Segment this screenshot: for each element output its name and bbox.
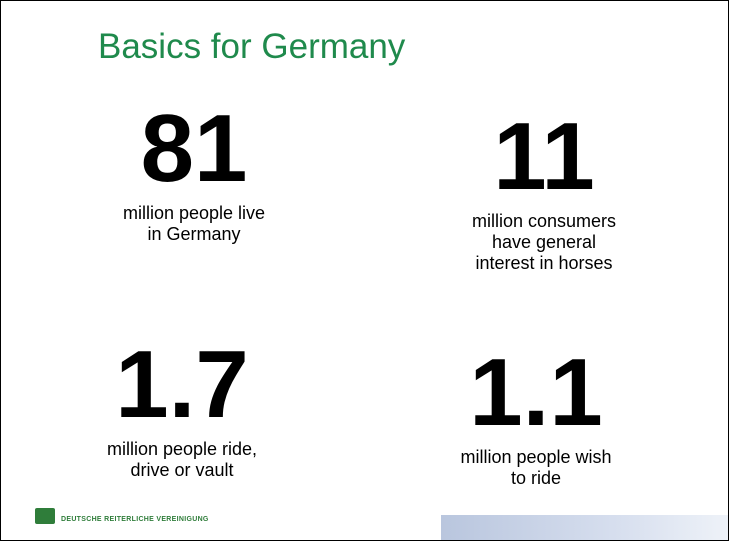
footer-text: DEUTSCHE REITERLICHE VEREINIGUNG [61,516,209,523]
description-line: to ride [510,468,562,488]
slide-title: Basics for Germany [98,27,406,66]
stat-description: million people ride, drive or vault [32,439,332,481]
description-line: in Germany [147,224,241,244]
description-line: million people ride, [106,439,258,459]
banner [441,515,728,540]
description-line: million people wish [460,447,612,467]
stat-number: 1.7 [115,331,249,438]
stat-block: 1.7 million people ride, drive or vault [32,337,332,481]
description-line: million people live [122,203,266,223]
stat-block: 11 million consumers have general interest … [394,109,694,274]
description-line: have general [491,232,597,252]
stat-number: 11 [493,103,595,210]
stat-description: million people live in Germany [44,203,344,245]
stat-number: 81 [140,95,248,202]
description-line: million consumers [471,211,617,231]
stat-description: million consumers have general interest in… [394,211,694,274]
logo [35,508,55,524]
description-line: drive or vault [130,460,234,480]
stat-block: 81 million people live in Germany [44,101,344,245]
stat-number: 1.1 [469,339,603,446]
stat-description: million people wish to ride [386,447,686,489]
stat-block: 1.1 million people wish to ride [386,345,686,489]
description-line: interest in horses [475,253,613,273]
